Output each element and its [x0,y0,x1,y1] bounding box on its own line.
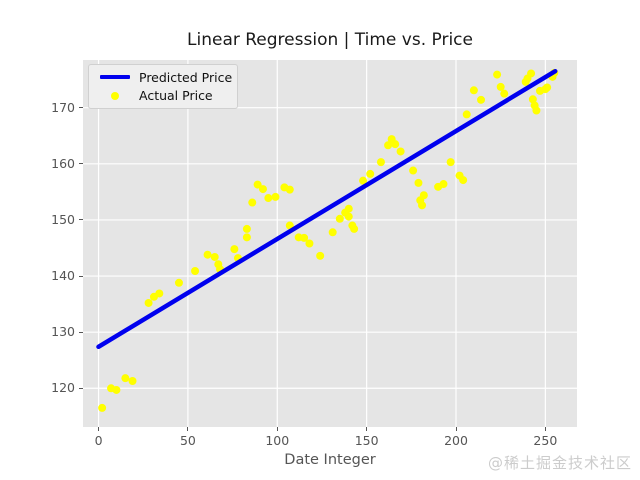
x-tick-mark [366,427,368,431]
scatter-point [248,198,257,207]
scatter-point [128,376,137,385]
scatter-point [391,140,400,149]
regression-line [96,68,558,350]
scatter-point [532,106,541,115]
scatter-point [271,192,280,201]
scatter-point [344,212,353,221]
scatter-point [155,289,164,298]
legend: Predicted Price Actual Price [88,64,238,109]
scatter-point [203,250,212,259]
y-tick-label: 120 [51,380,75,396]
scatter-point [459,176,468,185]
x-tick-mark [187,427,189,431]
y-tick-label: 140 [51,268,75,284]
x-tick-label: 150 [354,433,379,448]
actual-dot-swatch [111,91,119,100]
scatter-point [528,95,537,104]
scatter-point [500,89,509,98]
scatter-point [359,176,368,185]
chart-title: Linear Regression | Time vs. Price [187,30,473,50]
scatter-point [396,147,405,156]
watermark: @稀土掘金技术社区 [487,454,632,472]
scatter-point [335,214,344,223]
scatter-point [409,166,418,175]
scatter-point [543,83,552,92]
scatter-point [210,252,219,261]
x-tick-label: 50 [179,433,196,448]
legend-item-predicted-price: Predicted Price [95,68,233,87]
scatter-point [419,191,428,200]
y-tick-label: 170 [51,99,75,115]
y-tick-mark [79,331,83,333]
y-tick-mark [79,275,83,277]
x-tick-label: 250 [533,433,558,448]
x-tick-label: 100 [265,433,290,448]
scatter-point [493,70,502,79]
scatter-point [258,185,267,194]
scatter-point [344,204,353,213]
plot-canvas [83,60,577,427]
scatter-point [112,385,121,394]
scatter-point [230,245,239,254]
scatter-point [253,180,262,189]
scatter-point [285,185,294,194]
scatter-point [527,69,536,78]
y-tick-mark [79,387,83,389]
scatter-point [191,266,200,275]
legend-label: Predicted Price [139,69,233,85]
scatter-point [477,95,486,104]
scatter-point [418,201,427,210]
y-tick-label: 160 [51,155,75,171]
plot-area [83,60,577,427]
scatter-point [300,233,309,242]
y-tick-label: 150 [51,211,75,227]
legend-label: Actual Price [139,88,213,104]
scatter-point [376,158,385,167]
scatter-point [174,278,183,287]
scatter-point [439,180,448,189]
x-tick-mark [98,427,100,431]
x-tick-mark [276,427,278,431]
scatter-point [462,110,471,119]
scatter-point [98,403,107,412]
scatter-point [384,141,393,150]
scatter-point [328,228,337,237]
x-tick-label: 200 [444,433,468,448]
scatter-point [350,224,359,233]
x-axis-label: Date Integer [284,452,376,468]
x-tick-mark [455,427,457,431]
legend-item-actual-price: Actual Price [95,87,231,106]
y-tick-mark [79,219,83,221]
y-tick-mark [79,107,83,109]
scatter-point [469,86,478,95]
y-tick-label: 130 [51,324,75,340]
scatter-point [305,239,314,248]
scatter-point [446,158,455,167]
x-tick-label: 0 [94,433,103,448]
scatter-point [242,233,251,242]
scatter-point [414,178,423,187]
scatter-point [366,169,375,178]
scatter-point [144,298,153,307]
scatter-point [242,224,251,233]
y-tick-mark [79,163,83,165]
predicted-line-swatch [100,75,130,80]
scatter-point [316,251,325,260]
scatter-point [121,374,130,383]
scatter-point [264,194,273,203]
scatter-point [496,82,505,91]
x-tick-mark [544,427,546,431]
